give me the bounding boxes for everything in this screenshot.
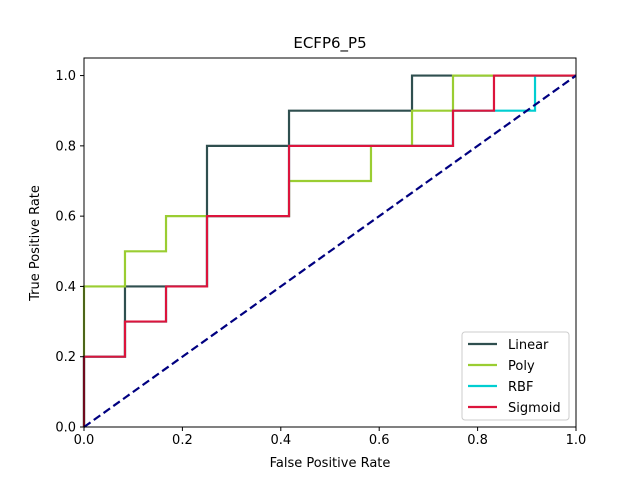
x-axis: 0.0 0.2 0.4 0.6 0.8 1.0 [74, 427, 587, 448]
diagonal-reference-line [83, 74, 577, 428]
plot-frame [83, 57, 577, 428]
y-axis-label: True Positive Rate [28, 185, 43, 302]
y-tick-label: 0.4 [55, 280, 76, 295]
x-axis-label: False Positive Rate [270, 456, 391, 471]
legend-label-rbf: RBF [508, 380, 533, 395]
y-tick-label: 0.0 [55, 421, 76, 436]
legend-label-sigmoid: Sigmoid [508, 401, 561, 416]
legend-box [461, 331, 570, 421]
x-tick-label: 0.6 [369, 433, 390, 448]
x-tick-label: 0.8 [467, 433, 488, 448]
x-tick-label: 0.2 [172, 433, 193, 448]
plot-area [82, 74, 577, 428]
y-tick-label: 1.0 [55, 69, 76, 84]
y-tick-label: 0.8 [55, 139, 76, 154]
x-tick-label: 1.0 [566, 433, 587, 448]
y-tick-label: 0.6 [55, 210, 76, 225]
roc-curve-sigmoid [82, 74, 576, 427]
x-tick-label: 0.0 [74, 433, 95, 448]
chart-title: ECFP6_P5 [293, 34, 366, 53]
legend-label-linear: Linear [508, 338, 549, 353]
y-axis: 0.0 0.2 0.4 0.6 0.8 1.0 [55, 69, 84, 436]
x-tick-label: 0.4 [270, 433, 291, 448]
y-tick-label: 0.2 [55, 350, 76, 365]
legend-label-poly: Poly [508, 359, 535, 374]
legend: Linear Poly RBF Sigmoid [461, 331, 570, 421]
